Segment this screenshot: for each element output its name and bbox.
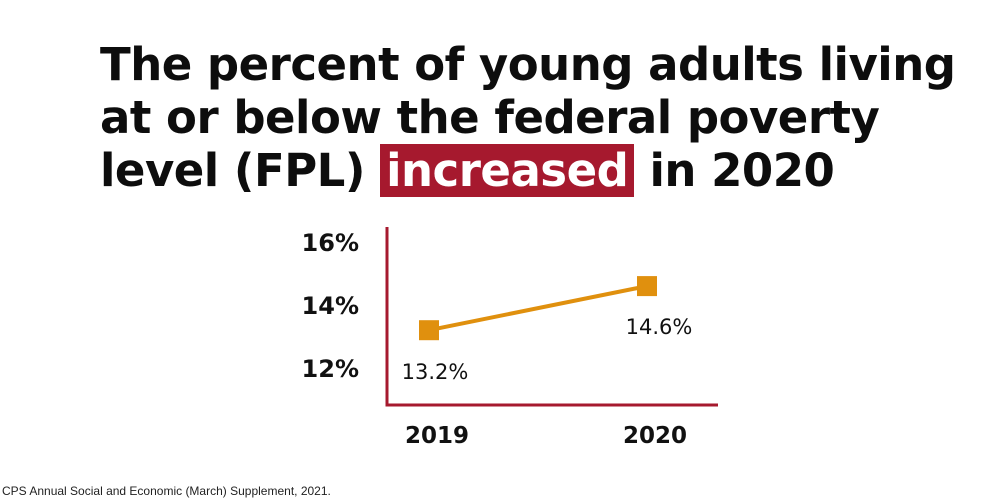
series-line	[428, 284, 648, 333]
chart-title: The percent of young adults living at or…	[100, 38, 980, 197]
x-tick-label-2019: 2019	[405, 423, 469, 449]
x-tick-label-2020: 2020	[623, 423, 687, 449]
series-layer: 13.2% 14.6%	[402, 276, 693, 384]
title-text-start: The percent of young adults living at or…	[100, 38, 956, 197]
y-tick-label-14-percent: 14%	[302, 292, 359, 320]
data-label-2020: 14.6%	[626, 315, 693, 339]
title-text-end: in 2020	[634, 144, 835, 197]
data-point-2019	[419, 320, 439, 341]
y-tick-labels: 12% 14% 16%	[302, 229, 359, 383]
data-label-2019: 13.2%	[402, 360, 469, 384]
data-point-2020	[637, 276, 657, 297]
x-tick-labels: 2019 2020	[405, 423, 687, 449]
y-tick-label-12-percent: 12%	[302, 355, 359, 383]
source-note: CPS Annual Social and Economic (March) S…	[2, 484, 331, 498]
title-highlight: increased	[380, 144, 635, 197]
y-tick-label-16-percent: 16%	[302, 229, 359, 257]
